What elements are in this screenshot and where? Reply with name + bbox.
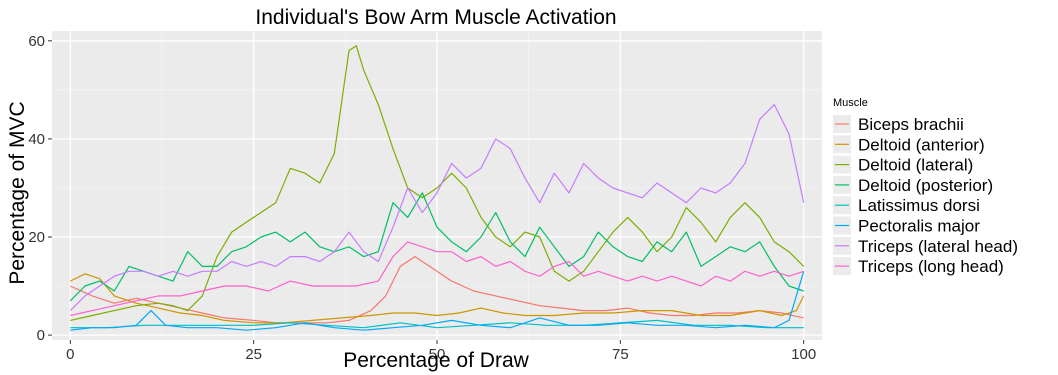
legend-label: Triceps (long head): [858, 257, 1004, 276]
legend-label: Deltoid (lateral): [858, 156, 973, 175]
series-line-biceps-brachii: [70, 256, 804, 324]
series-line-deltoid-anterior: [70, 273, 805, 324]
legend-title: Muscle: [833, 97, 868, 109]
x-tick-label: 100: [791, 346, 816, 363]
x-tick-label: 0: [66, 346, 74, 363]
series-line-pectoralis-major: [70, 271, 805, 331]
legend-item: Pectoralis major: [833, 216, 980, 236]
legend-label: Pectoralis major: [858, 217, 980, 236]
series-line-deltoid-posterior: [69, 192, 804, 302]
y-tick-label: 0: [37, 327, 45, 344]
legend-item: Deltoid (lateral): [833, 155, 973, 175]
y-tick-label: 40: [28, 131, 45, 148]
plot-panel: [52, 31, 822, 340]
legend-item: Biceps brachii: [833, 115, 964, 134]
x-tick-label: 75: [612, 346, 629, 363]
series-lines: [69, 45, 805, 331]
legend-label: Triceps (lateral head): [858, 237, 1018, 256]
x-tick-label: 25: [245, 346, 262, 363]
legend-label: Biceps brachii: [858, 115, 964, 134]
legend-item: Deltoid (posterior): [833, 175, 993, 195]
legend-label: Latissimus dorsi: [858, 196, 980, 215]
legend-item: Triceps (lateral head): [833, 236, 1018, 256]
series-line-deltoid-lateral: [70, 45, 805, 321]
y-tick-label: 60: [28, 33, 45, 50]
y-axis: 0 20 40 60: [28, 33, 52, 344]
series-line-latissimus-dorsi: [70, 319, 804, 329]
legend-label: Deltoid (posterior): [858, 176, 993, 195]
x-axis: 0 25 50 75 100: [66, 340, 816, 363]
legend-item: Deltoid (anterior): [833, 135, 985, 154]
legend-label: Deltoid (anterior): [858, 135, 985, 154]
y-axis-title: Percentage of MVC: [6, 101, 29, 284]
y-tick-label: 20: [28, 229, 45, 246]
legend-item: Latissimus dorsi: [833, 196, 980, 215]
legend-item: Triceps (long head): [833, 257, 1004, 276]
chart-title: Individual's Bow Arm Muscle Activation: [255, 6, 616, 29]
x-axis-title: Percentage of Draw: [343, 349, 529, 372]
x-tick-label: 50: [429, 346, 446, 363]
series-line-triceps-lateral-head: [69, 104, 805, 312]
series-line-triceps-long-head: [70, 241, 804, 317]
